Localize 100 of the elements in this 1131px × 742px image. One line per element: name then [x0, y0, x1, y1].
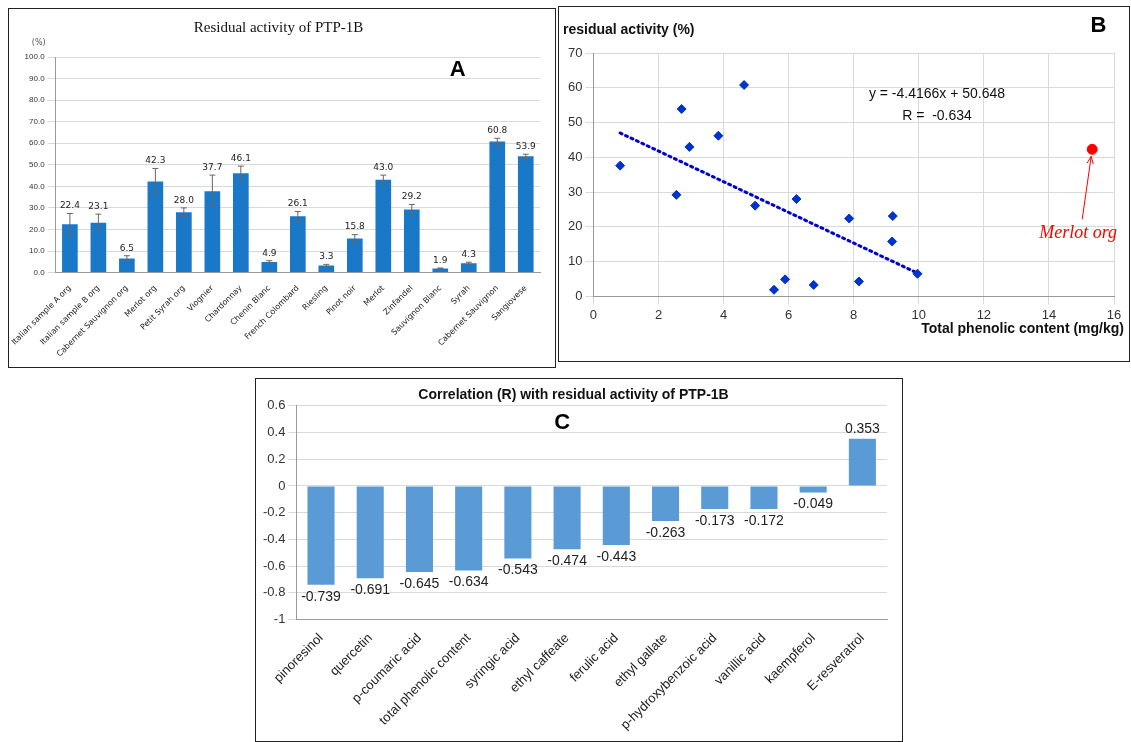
- x-tick-label: 2: [654, 306, 663, 322]
- bar: [517, 156, 534, 273]
- y-tick-label: 90.0: [29, 73, 46, 83]
- y-tick-label: 60: [567, 79, 583, 95]
- data-label: -0.691: [350, 581, 391, 598]
- bar: [375, 179, 392, 273]
- x-tick-label: 8: [850, 306, 858, 322]
- point: [791, 194, 802, 205]
- y-tick-label: 40: [567, 148, 583, 164]
- data-label: -0.543: [498, 561, 538, 578]
- bar: [318, 265, 335, 273]
- chart-title: Correlation (R) with residual activity of PTP-1B: [418, 386, 729, 403]
- bar: [289, 216, 306, 273]
- x-tick-label: 12: [976, 306, 992, 322]
- y-tick-label: -0.2: [262, 504, 286, 520]
- data-label: 53.9: [515, 141, 537, 152]
- y-tick-label: 20: [567, 218, 583, 234]
- data-label: 60.8: [487, 125, 508, 136]
- data-label: -0.173: [694, 511, 735, 528]
- point: [671, 189, 682, 200]
- data-label: -0.645: [399, 574, 440, 591]
- bar: [261, 261, 278, 273]
- data-label: 22.4: [59, 200, 81, 211]
- data-label: -0.263: [645, 523, 686, 540]
- y-tick-label: 10.0: [29, 246, 46, 256]
- y-tick-label: -0.6: [262, 557, 286, 573]
- point: [713, 130, 724, 141]
- text: B: [1090, 12, 1107, 38]
- y-tick-label: 10: [567, 253, 583, 269]
- bar: [176, 212, 192, 273]
- data-label: -0.474: [547, 552, 588, 569]
- y-axis-title: residual activity (%): [563, 20, 695, 37]
- bar: [119, 258, 135, 273]
- x-tick-label: 6: [785, 306, 793, 322]
- y-tick-label: 100.0: [24, 52, 46, 62]
- y-tick-label: 0.6: [267, 397, 286, 413]
- y-tick-label: 60.0: [29, 138, 46, 148]
- data-label: 23.1: [88, 200, 109, 211]
- y-tick-label: 0.2: [267, 450, 286, 466]
- data-label: 4.3: [461, 249, 476, 260]
- bar: [489, 141, 506, 273]
- chart-title: Residual activity of PTP-1B: [193, 18, 364, 35]
- y-tick-label: 0.4: [267, 424, 286, 440]
- annotation: A: [449, 56, 466, 81]
- data-label: -0.634: [448, 573, 489, 590]
- y-tick-label: 50.0: [29, 159, 46, 169]
- bar: [346, 238, 363, 273]
- point: [887, 211, 898, 222]
- y-tick-label: 20.0: [29, 224, 46, 234]
- data-label: 29.2: [401, 191, 422, 202]
- bar: [62, 224, 78, 273]
- x-tick-label: 0: [589, 306, 598, 322]
- data-label: 42.3: [145, 155, 166, 166]
- x-tick-label: 14: [1041, 306, 1057, 322]
- data-label: 3.3: [319, 251, 334, 262]
- data-label: 46.1: [230, 152, 251, 163]
- data-label: 26.1: [287, 198, 308, 209]
- y-tick-label: 0: [278, 477, 286, 493]
- y-tick-label: 30.0: [29, 203, 46, 213]
- data-label: 15.8: [344, 221, 366, 232]
- data-label: 6.5: [119, 242, 135, 253]
- y-tick-label: -0.8: [262, 584, 286, 600]
- bar: [204, 191, 221, 273]
- x-tick-label: 4: [719, 306, 728, 322]
- y-axis-title: (%): [31, 38, 46, 48]
- annotation: y = -4.4166x + 50.648: [868, 85, 1006, 102]
- point: [808, 279, 819, 290]
- y-tick-label: 50: [567, 114, 583, 130]
- data-label: -0.739: [301, 587, 342, 604]
- annotation: R = -0.634: [902, 107, 973, 124]
- point: [887, 236, 898, 247]
- point: [844, 213, 855, 224]
- x-axis-title: Total phenolic content (mg/kg): [921, 320, 1124, 337]
- point: [853, 276, 864, 287]
- data-label: -0.049: [793, 495, 834, 512]
- data-label: 37.7: [202, 161, 223, 172]
- y-tick-label: -1: [273, 611, 286, 627]
- x-tick-label: 10: [911, 306, 927, 322]
- data-label: -0.172: [744, 511, 785, 528]
- y-tick-label: 80.0: [29, 95, 46, 105]
- bar: [147, 181, 164, 273]
- data-label: -0.443: [596, 547, 637, 564]
- point: [739, 79, 750, 90]
- bar: [460, 263, 477, 273]
- y-tick-label: 70: [567, 44, 583, 60]
- point: [912, 268, 923, 279]
- bar: [90, 222, 107, 273]
- data-label: 28.0: [173, 194, 195, 205]
- annotation: C: [554, 408, 571, 434]
- bar: [233, 173, 249, 273]
- data-label: 43.0: [373, 161, 394, 172]
- data-label: 4.9: [262, 247, 277, 258]
- point: [1086, 143, 1098, 155]
- point: [750, 200, 761, 211]
- annotation: Merlot org: [1038, 222, 1118, 243]
- y-tick-label: 30: [567, 183, 583, 199]
- y-tick-label: 40.0: [29, 181, 46, 191]
- point: [684, 141, 695, 152]
- bar: [403, 209, 420, 273]
- y-tick-label: 70.0: [29, 116, 46, 126]
